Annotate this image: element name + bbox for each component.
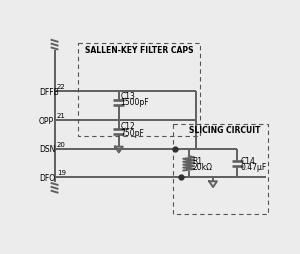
Text: 19: 19	[57, 169, 66, 175]
Bar	[173, 124, 268, 215]
Text: 22: 22	[57, 84, 66, 89]
Text: DFFB: DFFB	[39, 87, 59, 96]
Text: C14: C14	[241, 156, 255, 165]
Text: SALLEN-KEY FILTER CAPS: SALLEN-KEY FILTER CAPS	[85, 46, 193, 55]
Text: OPP: OPP	[39, 117, 54, 125]
Text: SLICING CIRCUIT: SLICING CIRCUIT	[189, 126, 260, 135]
Text: C12: C12	[120, 122, 135, 131]
Text: 1500pF: 1500pF	[120, 98, 149, 107]
Text: 20: 20	[57, 141, 66, 147]
Bar	[78, 44, 200, 136]
Text: R1: R1	[193, 156, 202, 165]
Text: 0.47μF: 0.47μF	[241, 162, 267, 171]
Text: DFO: DFO	[39, 173, 55, 182]
Text: 20kΩ: 20kΩ	[193, 162, 212, 171]
Text: 21: 21	[57, 113, 66, 119]
Text: 750pF: 750pF	[120, 128, 144, 137]
Text: DSN: DSN	[39, 145, 56, 154]
Text: C13: C13	[120, 92, 135, 101]
